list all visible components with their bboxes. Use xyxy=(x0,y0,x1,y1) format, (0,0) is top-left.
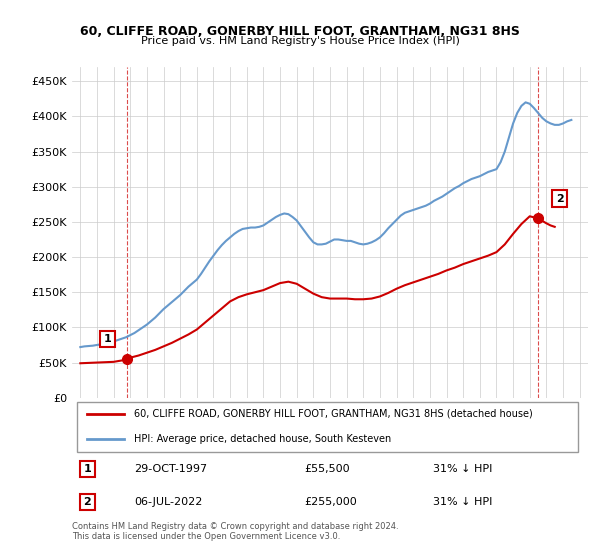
Text: Contains HM Land Registry data © Crown copyright and database right 2024.
This d: Contains HM Land Registry data © Crown c… xyxy=(72,522,398,542)
Text: 2: 2 xyxy=(556,194,563,204)
Text: 60, CLIFFE ROAD, GONERBY HILL FOOT, GRANTHAM, NG31 8HS: 60, CLIFFE ROAD, GONERBY HILL FOOT, GRAN… xyxy=(80,25,520,38)
Text: 1: 1 xyxy=(104,334,112,344)
Text: HPI: Average price, detached house, South Kesteven: HPI: Average price, detached house, Sout… xyxy=(134,433,391,444)
Text: 1: 1 xyxy=(83,464,91,474)
Text: 06-JUL-2022: 06-JUL-2022 xyxy=(134,497,202,507)
Text: Price paid vs. HM Land Registry's House Price Index (HPI): Price paid vs. HM Land Registry's House … xyxy=(140,36,460,46)
FancyBboxPatch shape xyxy=(77,402,578,451)
Text: 60, CLIFFE ROAD, GONERBY HILL FOOT, GRANTHAM, NG31 8HS (detached house): 60, CLIFFE ROAD, GONERBY HILL FOOT, GRAN… xyxy=(134,409,533,418)
Text: £55,500: £55,500 xyxy=(304,464,350,474)
Text: £255,000: £255,000 xyxy=(304,497,357,507)
Text: 29-OCT-1997: 29-OCT-1997 xyxy=(134,464,207,474)
Text: 2: 2 xyxy=(83,497,91,507)
Text: 31% ↓ HPI: 31% ↓ HPI xyxy=(433,464,493,474)
Text: 31% ↓ HPI: 31% ↓ HPI xyxy=(433,497,493,507)
